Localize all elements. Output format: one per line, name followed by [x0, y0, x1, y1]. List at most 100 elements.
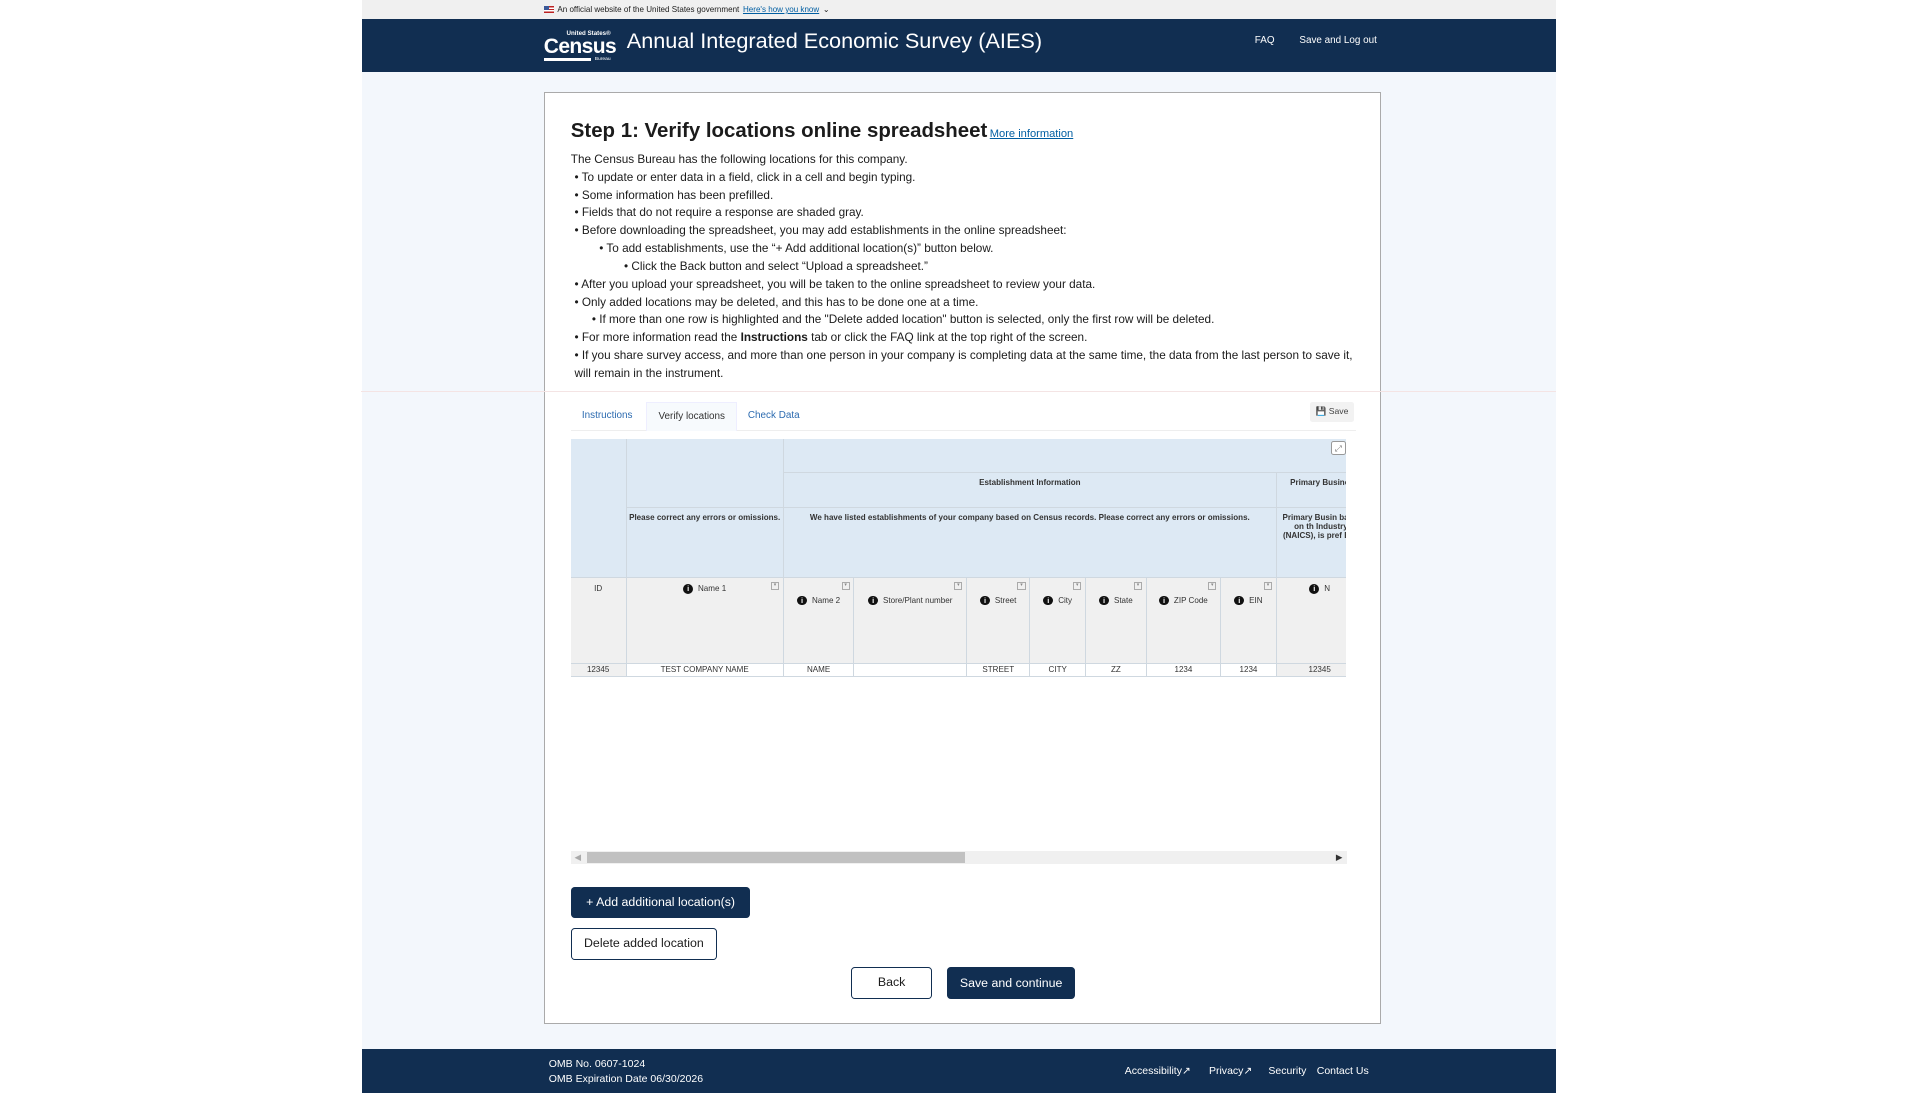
- external-link-icon: ↗: [1182, 1065, 1191, 1078]
- info-icon[interactable]: i: [1159, 595, 1169, 606]
- info-icon[interactable]: i: [868, 595, 879, 606]
- footer-link-privacy[interactable]: Privacy↗: [1208, 1065, 1253, 1078]
- table-cell[interactable]: 1234: [1146, 663, 1222, 678]
- column-label: Street: [994, 595, 1017, 605]
- column-header[interactable]: i Street ▾: [967, 578, 1031, 664]
- table-cell[interactable]: 12345: [570, 663, 627, 678]
- intro-text: The Census Bureau has the following loca…: [570, 152, 908, 166]
- filter-icon[interactable]: ▾: [1208, 581, 1217, 591]
- column-label: ZIP Code: [1173, 595, 1208, 605]
- info-icon[interactable]: i: [797, 595, 807, 606]
- bullet: • After you upload your spreadsheet, you…: [574, 277, 1096, 291]
- tab-verify-locations[interactable]: Verify locations: [646, 402, 738, 431]
- info-icon[interactable]: i: [980, 595, 990, 606]
- filter-icon[interactable]: ▾: [1133, 581, 1143, 591]
- info-icon[interactable]: i: [1043, 595, 1054, 606]
- save-logout-link[interactable]: Save and Log out: [1299, 34, 1377, 46]
- bullet: • Only added locations may be deleted, a…: [574, 295, 979, 309]
- site-title: Annual Integrated Economic Survey (AIES): [626, 28, 1043, 54]
- column-note: Primary Busin based on th Industry Cla (…: [1276, 507, 1347, 579]
- header-spacer: [570, 439, 627, 579]
- site-footer: OMB No. 0607-1024 OMB Expiration Date 06…: [361, 1049, 1556, 1093]
- census-logo[interactable]: United States® Census Bureau: [543, 29, 617, 62]
- column-label: City: [1058, 595, 1073, 605]
- divider: [361, 391, 1556, 393]
- delete-location-button[interactable]: Delete added location: [570, 927, 717, 960]
- column-header[interactable]: i State ▾: [1086, 578, 1147, 664]
- bullet: • To update or enter data in a field, cl…: [574, 170, 916, 184]
- save-continue-button[interactable]: Save and continue: [947, 967, 1075, 1000]
- omb-number: OMB No. 0607-1024: [548, 1057, 646, 1070]
- tab-check-data[interactable]: Check Data: [747, 410, 800, 422]
- table-cell[interactable]: STREET: [967, 663, 1031, 678]
- column-label: Name 1: [698, 584, 727, 594]
- horizontal-scrollbar[interactable]: ◀ ▶: [570, 850, 1348, 865]
- spreadsheet-grid[interactable]: Establishment Information Primary Busine P…: [570, 439, 1347, 678]
- filter-icon[interactable]: ▾: [1073, 581, 1082, 591]
- table-cell[interactable]: ZZ: [1086, 663, 1147, 678]
- filter-icon[interactable]: ▾: [954, 581, 963, 591]
- table-cell[interactable]: TEST COMPANY NAME: [626, 663, 784, 678]
- logo-text: United States®: [566, 29, 611, 37]
- add-location-button[interactable]: + Add additional location(s): [570, 886, 751, 918]
- scrollbar-thumb[interactable]: [586, 851, 965, 864]
- filter-icon[interactable]: ▾: [1017, 581, 1026, 591]
- header-spacer: [783, 439, 1347, 473]
- expand-icon[interactable]: ⤢: [1331, 440, 1346, 456]
- tab-instructions[interactable]: Instructions: [581, 410, 633, 422]
- column-header[interactable]: i City ▾: [1030, 578, 1087, 664]
- back-button[interactable]: Back: [850, 967, 933, 1000]
- bullet: • If more than one row is highlighted an…: [591, 313, 1215, 327]
- page-title: Step 1: Verify locations online spreadsh…: [570, 119, 1074, 142]
- column-header[interactable]: i Store/Plant number ▾: [854, 578, 968, 664]
- bullet: • If you share survey access, and more t…: [574, 349, 1353, 380]
- gov-banner: An official website of the United States…: [361, 0, 1556, 19]
- table-cell[interactable]: NAME: [783, 663, 855, 678]
- info-icon[interactable]: i: [683, 584, 694, 595]
- faq-link[interactable]: FAQ: [1254, 34, 1275, 46]
- group-header: Primary Busine: [1276, 472, 1347, 508]
- table-cell[interactable]: CITY: [1030, 663, 1087, 678]
- site-header: United States® Census Bureau Annual Inte…: [361, 18, 1556, 72]
- info-icon[interactable]: i: [1234, 595, 1245, 606]
- chevron-down-icon[interactable]: ⌄: [822, 4, 830, 14]
- bullet: • Before downloading the spreadsheet, yo…: [574, 224, 1067, 238]
- column-note: We have listed establishments of your co…: [783, 507, 1277, 579]
- column-label: Store/Plant number: [883, 595, 953, 605]
- filter-icon[interactable]: ▾: [770, 581, 780, 591]
- group-header: Establishment Information: [783, 472, 1277, 508]
- save-button[interactable]: 💾 Save: [1310, 402, 1354, 423]
- column-label: Name 2: [811, 595, 841, 605]
- logo-text: Bureau: [594, 56, 611, 62]
- scroll-left-icon[interactable]: ◀: [574, 851, 582, 862]
- gov-banner-text: An official website of the United States…: [557, 4, 740, 14]
- column-label: State: [1113, 595, 1133, 605]
- table-cell[interactable]: [854, 663, 968, 678]
- footer-link-security[interactable]: Security: [1268, 1065, 1307, 1078]
- table-cell[interactable]: 1234: [1221, 663, 1277, 678]
- column-header[interactable]: i Name 1 ▾: [626, 578, 784, 664]
- column-header[interactable]: i EIN ▾: [1221, 578, 1277, 664]
- column-header[interactable]: i Name 2 ▾: [783, 578, 855, 664]
- table-cell[interactable]: 12345: [1276, 663, 1347, 678]
- more-information-link[interactable]: More information: [989, 127, 1074, 140]
- scroll-right-icon[interactable]: ▶: [1335, 851, 1343, 862]
- main-card: Step 1: Verify locations online spreadsh…: [361, 91, 1556, 1025]
- info-icon[interactable]: i: [1309, 584, 1320, 595]
- column-header[interactable]: ID: [570, 578, 627, 664]
- column-note: Please correct any errors or omissions.: [626, 507, 784, 579]
- how-you-know-link[interactable]: Here's how you know: [742, 4, 820, 14]
- bullet: • Click the Back button and select “Uplo…: [624, 259, 928, 273]
- column-label: EIN: [1249, 595, 1263, 605]
- column-header[interactable]: i ZIP Code ▾: [1146, 578, 1222, 664]
- external-link-icon: ↗: [1243, 1065, 1253, 1078]
- info-icon[interactable]: i: [1099, 595, 1109, 606]
- footer-link-contact[interactable]: Contact Us: [1316, 1065, 1369, 1078]
- filter-icon[interactable]: ▾: [1263, 581, 1273, 591]
- logo-text: Census: [543, 34, 617, 58]
- column-label: ID: [594, 584, 603, 594]
- bullet: • Some information has been prefilled.: [574, 188, 774, 202]
- footer-link-accessibility[interactable]: Accessibility↗: [1124, 1065, 1191, 1078]
- filter-icon[interactable]: ▾: [841, 581, 850, 591]
